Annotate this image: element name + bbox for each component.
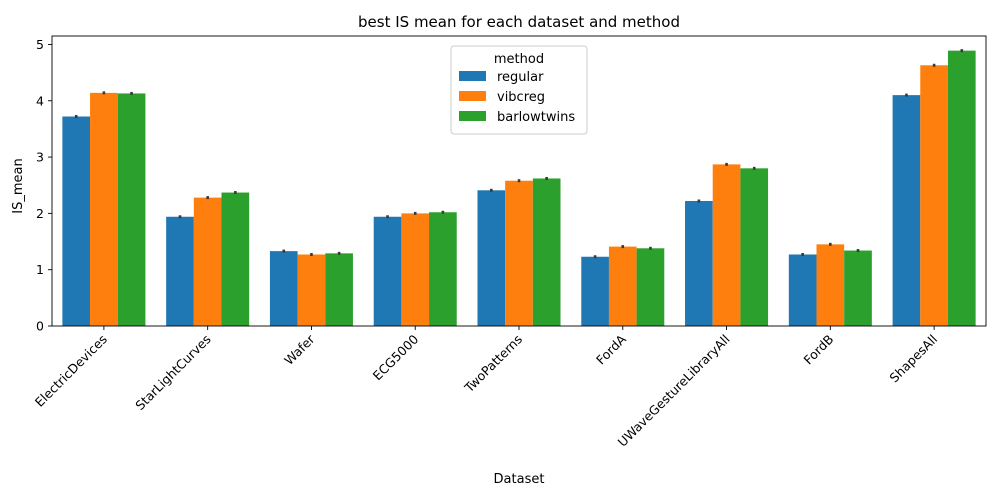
x-axis: ElectricDevices StarLightCurves Wafer ECG50…: [32, 326, 940, 450]
bar-regular-UWaveGestureLibraryAll: [685, 200, 713, 326]
bar-vibcreg-TwoPatterns: [505, 180, 533, 326]
bar-regular-ECG5000: [373, 216, 402, 326]
x-tick-label: TwoPatterns: [461, 332, 525, 396]
y-tick-label: 3: [36, 150, 44, 165]
bar-vibcreg-UWaveGestureLibraryAll: [712, 164, 741, 326]
bar-barlowtwins-Wafer: [325, 253, 353, 326]
bar-barlowtwins-FordA: [636, 248, 665, 326]
bar-vibcreg-ElectricDevices: [90, 92, 118, 327]
bar-barlowtwins-ElectricDevices: [117, 93, 146, 326]
x-tick-label: FordB: [801, 332, 837, 368]
bar-barlowtwins-FordB: [844, 250, 872, 326]
legend-items: regular vibcreg barlowtwins: [459, 70, 575, 125]
x-tick-label: UWaveGestureLibraryAll: [615, 332, 733, 450]
bar-vibcreg-ECG5000: [401, 213, 430, 326]
legend-label-barlowtwins: barlowtwins: [497, 110, 575, 125]
bar-regular-Wafer: [269, 251, 298, 326]
x-tick-label: FordA: [593, 331, 629, 367]
bar-regular-ShapesAll: [892, 95, 921, 326]
x-tick-label: ElectricDevices: [32, 332, 110, 410]
bar-regular-FordA: [581, 256, 609, 326]
y-tick-label: 2: [36, 206, 44, 221]
bar-barlowtwins-StarLightCurves: [221, 192, 250, 326]
bar-regular-FordB: [788, 254, 817, 326]
bar-vibcreg-Wafer: [297, 254, 326, 326]
legend-label-regular: regular: [497, 70, 544, 85]
bar-barlowtwins-TwoPatterns: [532, 178, 561, 326]
legend-swatch-barlowtwins: [459, 111, 486, 121]
x-axis-title: Dataset: [494, 472, 545, 487]
y-tick-label: 1: [36, 262, 44, 277]
legend-swatch-regular: [459, 71, 486, 81]
y-axis: 0 1 2 3 4 5: [36, 37, 52, 334]
bar-barlowtwins-ShapesAll: [947, 50, 976, 326]
x-tick-label: ShapesAll: [886, 332, 940, 386]
chart-title: best IS mean for each dataset and method: [358, 13, 680, 31]
legend: method regular vibcreg barlowtwins: [450, 45, 588, 135]
bar-regular-TwoPatterns: [477, 190, 506, 326]
bar-vibcreg-StarLightCurves: [193, 197, 222, 326]
y-axis-title: IS_mean: [11, 158, 26, 213]
bar-barlowtwins-ECG5000: [429, 212, 457, 326]
bar-vibcreg-FordA: [608, 246, 637, 326]
x-tick-label: StarLightCurves: [132, 332, 213, 413]
legend-title: method: [494, 52, 544, 67]
bar-vibcreg-FordB: [816, 244, 845, 326]
plot-frame: [51, 35, 987, 327]
x-tick-label: ECG5000: [370, 331, 422, 383]
bar-regular-ElectricDevices: [62, 116, 91, 327]
x-tick-label: Wafer: [281, 331, 318, 368]
bar-vibcreg-ShapesAll: [920, 65, 948, 326]
legend-label-vibcreg: vibcreg: [497, 90, 545, 105]
legend-swatch-vibcreg: [459, 91, 486, 101]
bars-group: [62, 49, 976, 327]
y-tick-label: 4: [36, 93, 44, 108]
bar-regular-StarLightCurves: [166, 216, 194, 326]
bar-barlowtwins-UWaveGestureLibraryAll: [740, 168, 769, 326]
y-tick-label: 5: [36, 37, 44, 52]
y-tick-label: 0: [36, 319, 44, 334]
